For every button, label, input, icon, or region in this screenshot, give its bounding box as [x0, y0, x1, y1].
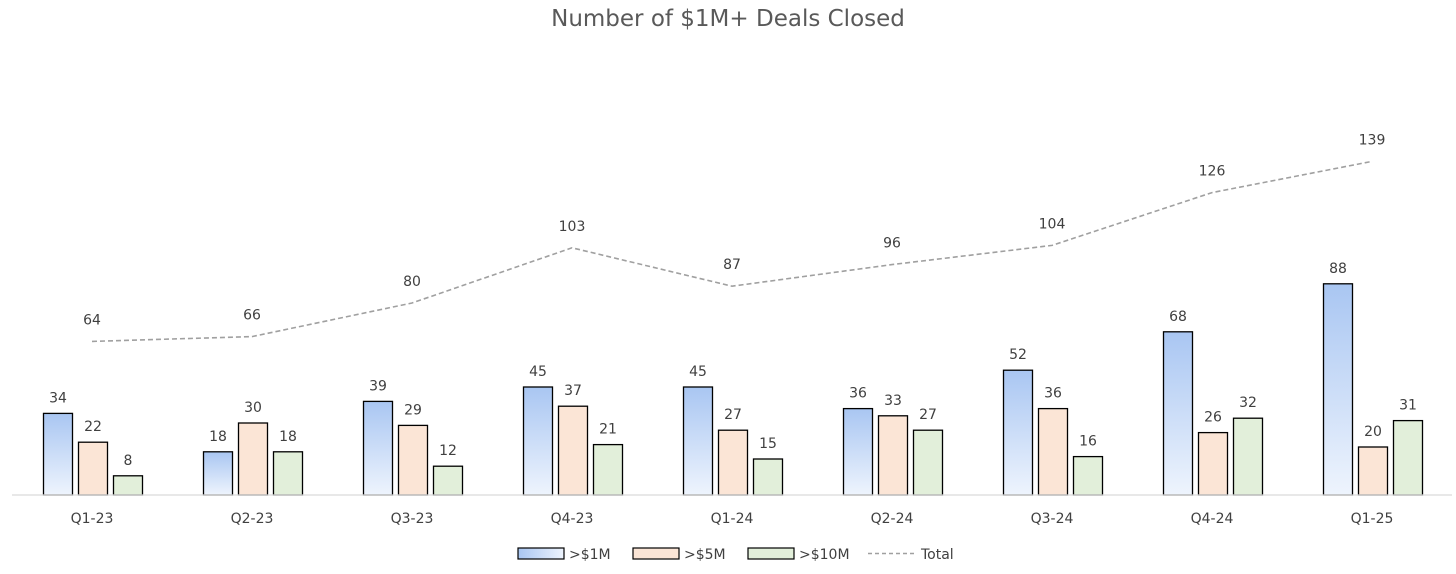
x-tick-label-q1-25: Q1-25 — [1351, 511, 1394, 527]
bar-5m-q4-23 — [557, 405, 589, 496]
data-label-1m-q2-24: 36 — [849, 386, 867, 402]
bar-1m-q2-24 — [842, 407, 874, 496]
x-tick-label-q3-23: Q3-23 — [391, 511, 434, 527]
bar-10m-q1-24 — [752, 458, 784, 496]
legend-swatch-10m — [747, 547, 795, 560]
bar-5m-q1-24 — [717, 429, 749, 496]
data-label-5m-q2-24: 33 — [884, 393, 902, 409]
data-label-10m-q1-23: 8 — [124, 453, 133, 469]
x-tick-label-q1-24: Q1-24 — [711, 511, 754, 527]
data-label-5m-q3-23: 29 — [404, 402, 422, 418]
bar-10m-q3-24 — [1072, 455, 1104, 496]
bar-1m-q3-23 — [362, 400, 394, 496]
data-label-1m-q2-23: 18 — [209, 429, 227, 445]
data-label-total-q3-24: 104 — [1039, 216, 1066, 232]
bar-5m-q2-23 — [237, 422, 269, 496]
bar-10m-q4-23 — [592, 443, 624, 496]
data-label-10m-q4-23: 21 — [599, 422, 617, 438]
legend-label-10m: >$10M — [799, 547, 850, 563]
bar-5m-q1-25 — [1357, 446, 1389, 496]
total-line-layer — [91, 160, 1373, 343]
legend-label-5m: >$5M — [684, 547, 726, 563]
data-label-total-q2-23: 66 — [243, 308, 261, 324]
data-label-1m-q3-24: 52 — [1009, 347, 1027, 363]
bar-10m-q4-24 — [1232, 417, 1264, 496]
total-line — [91, 160, 1373, 343]
bar-1m-q1-25 — [1322, 283, 1354, 496]
x-tick-label-q4-24: Q4-24 — [1191, 511, 1234, 527]
legend-label-total: Total — [920, 547, 954, 563]
legend-swatch-1m — [517, 547, 565, 560]
data-label-total-q3-23: 80 — [403, 274, 421, 290]
data-label-10m-q2-23: 18 — [279, 429, 297, 445]
data-label-total-q4-23: 103 — [559, 219, 586, 235]
data-label-1m-q4-23: 45 — [529, 364, 547, 380]
bar-10m-q1-23 — [112, 475, 144, 496]
data-label-10m-q1-24: 15 — [759, 436, 777, 452]
data-label-10m-q1-25: 31 — [1399, 398, 1417, 414]
bar-10m-q3-23 — [432, 465, 464, 496]
chart-title: Number of $1M+ Deals Closed — [551, 6, 905, 32]
data-label-5m-q4-24: 26 — [1204, 410, 1222, 426]
x-tick-label-q2-24: Q2-24 — [871, 511, 914, 527]
bar-1m-q2-23 — [202, 451, 234, 496]
data-label-total-q1-25: 139 — [1359, 132, 1386, 148]
legend-label-1m: >$1M — [569, 547, 611, 563]
x-tick-label-q1-23: Q1-23 — [71, 511, 114, 527]
data-label-total-q1-24: 87 — [723, 257, 741, 273]
data-label-1m-q3-23: 39 — [369, 378, 387, 394]
bar-10m-q2-23 — [272, 451, 304, 496]
bar-1m-q1-23 — [42, 412, 74, 496]
bar-1m-q4-24 — [1162, 331, 1194, 496]
data-label-5m-q2-23: 30 — [244, 400, 262, 416]
bar-layer — [42, 283, 1424, 496]
data-label-5m-q3-24: 36 — [1044, 386, 1062, 402]
bar-1m-q3-24 — [1002, 369, 1034, 496]
data-label-total-q2-24: 96 — [883, 236, 901, 252]
x-tick-label-q3-24: Q3-24 — [1031, 511, 1074, 527]
bar-5m-q3-24 — [1037, 407, 1069, 496]
bar-5m-q1-23 — [77, 441, 109, 496]
bar-10m-q1-25 — [1392, 419, 1424, 496]
x-tick-label-q4-23: Q4-23 — [551, 511, 594, 527]
data-label-10m-q3-24: 16 — [1079, 434, 1097, 450]
data-label-total-q1-23: 64 — [83, 312, 101, 328]
bar-1m-q4-23 — [522, 386, 554, 496]
bar-5m-q4-24 — [1197, 431, 1229, 496]
x-tick-layer: Q1-23 Q2-23 Q3-23 Q4-23 Q1-24 Q2-24 Q3-24 Q4-24… — [71, 511, 1394, 527]
bar-5m-q2-24 — [877, 415, 909, 496]
data-label-5m-q1-25: 20 — [1364, 424, 1382, 440]
data-label-total-q4-24: 126 — [1199, 164, 1226, 180]
data-label-1m-q1-25: 88 — [1329, 261, 1347, 277]
bar-10m-q2-24 — [912, 429, 944, 496]
bar-1m-q1-24 — [682, 386, 714, 496]
data-label-10m-q3-23: 12 — [439, 443, 457, 459]
data-label-5m-q4-23: 37 — [564, 383, 582, 399]
data-label-layer: 34 22 8 18 30 18 39 29 12 45 37 21 45 27 15 36 33 27 52 36 1… — [49, 132, 1417, 468]
data-label-1m-q1-24: 45 — [689, 364, 707, 380]
data-label-1m-q4-24: 68 — [1169, 309, 1187, 325]
data-label-5m-q1-23: 22 — [84, 419, 102, 435]
data-label-1m-q1-23: 34 — [49, 390, 67, 406]
data-label-10m-q4-24: 32 — [1239, 395, 1257, 411]
data-label-5m-q1-24: 27 — [724, 407, 742, 423]
bar-5m-q3-23 — [397, 424, 429, 496]
legend: >$1M >$5M >$10M Total — [517, 547, 954, 563]
data-label-10m-q2-24: 27 — [919, 407, 937, 423]
x-tick-label-q2-23: Q2-23 — [231, 511, 274, 527]
legend-swatch-5m — [632, 547, 680, 560]
